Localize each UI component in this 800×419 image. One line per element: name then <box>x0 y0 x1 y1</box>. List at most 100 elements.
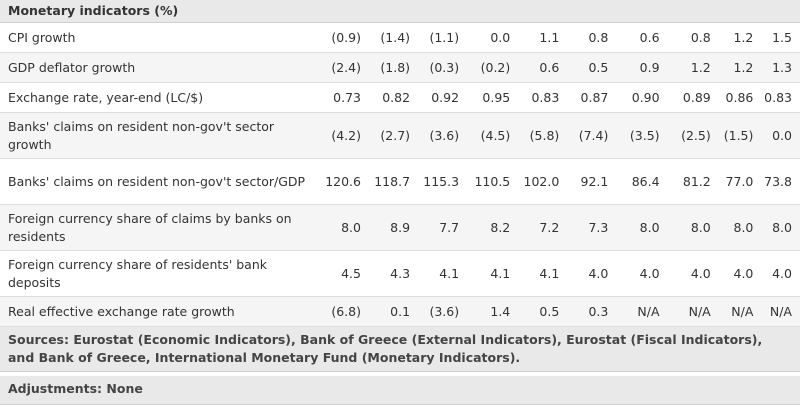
monetary-indicators-panel: Monetary indicators (%) CPI growth (0.9)(… <box>0 0 800 405</box>
row-value: 1.2 <box>718 52 762 83</box>
row-value: 0.6 <box>518 52 568 83</box>
row-value: 4.0 <box>761 250 800 297</box>
row-value: 0.92 <box>418 82 468 113</box>
row-value: 73.8 <box>761 158 800 205</box>
row-label: Foreign currency share of claims by bank… <box>0 204 318 251</box>
row-value: 1.2 <box>667 52 719 83</box>
row-label: Exchange rate, year-end (LC/$) <box>0 82 318 113</box>
sources-note: Sources: Eurostat (Economic Indicators),… <box>0 327 800 372</box>
row-value: 4.0 <box>667 250 719 297</box>
row-value: 0.1 <box>368 296 419 327</box>
row-value: 0.8 <box>667 22 719 53</box>
monetary-indicators-table: Monetary indicators (%) CPI growth (0.9)(… <box>0 0 800 327</box>
row-label: Real effective exchange rate growth <box>0 296 318 327</box>
row-value: 4.1 <box>518 250 568 297</box>
row-value: 0.0 <box>761 112 800 159</box>
row-value: (7.4) <box>567 112 617 159</box>
row-value: 0.9 <box>616 52 668 83</box>
row-value: 4.0 <box>718 250 762 297</box>
row-value: (1.4) <box>368 22 419 53</box>
row-value: 0.82 <box>368 82 419 113</box>
row-value: 0.6 <box>616 22 668 53</box>
row-value: 8.0 <box>761 204 800 251</box>
row-value: 92.1 <box>567 158 617 205</box>
row-value: 1.4 <box>467 296 519 327</box>
row-value: 1.2 <box>718 22 762 53</box>
row-value: (2.7) <box>368 112 419 159</box>
table-title-row: Monetary indicators (%) <box>0 0 800 23</box>
row-value: (1.8) <box>368 52 419 83</box>
row-value: 0.73 <box>317 82 369 113</box>
row-value: 86.4 <box>616 158 668 205</box>
row-value: 4.1 <box>418 250 468 297</box>
row-value: 0.83 <box>761 82 800 113</box>
row-value: 0.86 <box>718 82 762 113</box>
row-value: 4.0 <box>616 250 668 297</box>
row-value: 0.83 <box>518 82 568 113</box>
row-value: 0.5 <box>518 296 568 327</box>
row-value: 0.0 <box>467 22 519 53</box>
adjustments-note: Adjustments: None <box>0 376 800 405</box>
table-row: Banks' claims on resident non-gov't sect… <box>0 112 800 159</box>
table-row: Exchange rate, year-end (LC/$) 0.73 0.82 0.… <box>0 82 800 113</box>
row-value: (3.5) <box>616 112 668 159</box>
table-row: GDP deflator growth (2.4) (1.8) (0.3) (0.2) 0… <box>0 52 800 83</box>
row-value: (5.8) <box>518 112 568 159</box>
row-value: 110.5 <box>467 158 519 205</box>
row-value: (1.1) <box>418 22 468 53</box>
table-title: Monetary indicators (%) <box>0 0 800 23</box>
row-value: 77.0 <box>718 158 762 205</box>
row-value: 1.5 <box>761 22 800 53</box>
row-value: (3.6) <box>418 296 468 327</box>
row-value: 0.3 <box>567 296 617 327</box>
row-value: 7.2 <box>518 204 568 251</box>
row-value: 0.89 <box>667 82 719 113</box>
row-value: 8.0 <box>667 204 719 251</box>
table-row: Foreign currency share of claims by bank… <box>0 204 800 251</box>
row-label: CPI growth <box>0 22 318 53</box>
row-value: (4.2) <box>317 112 369 159</box>
row-value: (0.9) <box>317 22 369 53</box>
row-value: 81.2 <box>667 158 719 205</box>
row-value: 8.9 <box>368 204 419 251</box>
row-value: 1.3 <box>761 52 800 83</box>
row-value: 120.6 <box>317 158 369 205</box>
row-value: (1.5) <box>718 112 762 159</box>
row-value: (0.2) <box>467 52 519 83</box>
row-value: (2.5) <box>667 112 719 159</box>
table-row: CPI growth (0.9) (1.4) (1.1) 0.0 1.1 0.8 0.6 0.8… <box>0 22 800 53</box>
row-value: (4.5) <box>467 112 519 159</box>
row-value: 4.0 <box>567 250 617 297</box>
row-value: 0.95 <box>467 82 519 113</box>
row-value: (2.4) <box>317 52 369 83</box>
row-value: 0.87 <box>567 82 617 113</box>
row-value: (0.3) <box>418 52 468 83</box>
row-value: 8.2 <box>467 204 519 251</box>
row-value: 115.3 <box>418 158 468 205</box>
row-value: (3.6) <box>418 112 468 159</box>
row-value: 7.7 <box>418 204 468 251</box>
row-value: N/A <box>667 296 719 327</box>
row-value: N/A <box>718 296 762 327</box>
row-value: 0.5 <box>567 52 617 83</box>
row-value: 4.5 <box>317 250 369 297</box>
table-row: Real effective exchange rate growth (6.8)… <box>0 296 800 327</box>
row-value: N/A <box>616 296 668 327</box>
table-row: Banks' claims on resident non-gov't sect… <box>0 158 800 205</box>
row-value: (6.8) <box>317 296 369 327</box>
row-value: 8.0 <box>616 204 668 251</box>
row-label: Banks' claims on resident non-gov't sect… <box>0 112 318 159</box>
row-value: 8.0 <box>317 204 369 251</box>
row-value: 8.0 <box>718 204 762 251</box>
row-value: 7.3 <box>567 204 617 251</box>
row-label: GDP deflator growth <box>0 52 318 83</box>
row-value: 1.1 <box>518 22 568 53</box>
row-value: 0.90 <box>616 82 668 113</box>
row-label: Foreign currency share of residents' ban… <box>0 250 318 297</box>
row-label: Banks' claims on resident non-gov't sect… <box>0 158 318 205</box>
row-value: N/A <box>761 296 800 327</box>
row-value: 4.3 <box>368 250 419 297</box>
row-value: 4.1 <box>467 250 519 297</box>
table-row: Foreign currency share of residents' ban… <box>0 250 800 297</box>
row-value: 102.0 <box>518 158 568 205</box>
